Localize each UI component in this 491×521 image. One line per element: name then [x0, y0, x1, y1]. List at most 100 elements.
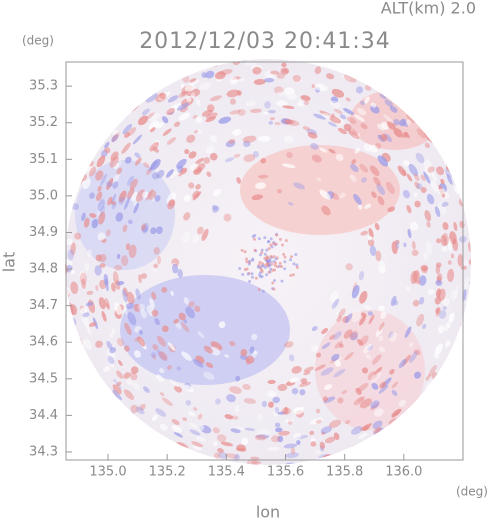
- speckle: [104, 141, 110, 149]
- speckle: [273, 261, 277, 265]
- speckle: [365, 354, 372, 360]
- speckle: [162, 128, 172, 136]
- speckle: [354, 114, 365, 122]
- speckle: [360, 230, 369, 236]
- speckle: [270, 70, 279, 75]
- speckle: [329, 290, 339, 303]
- speckle: [130, 366, 139, 374]
- speckle: [282, 105, 295, 109]
- speckle: [135, 288, 141, 300]
- speckle: [65, 204, 69, 215]
- speckle: [216, 434, 227, 442]
- speckle: [89, 213, 97, 218]
- speckle: [391, 408, 401, 418]
- speckle: [87, 248, 93, 258]
- speckle: [337, 127, 347, 135]
- speckle: [152, 146, 159, 153]
- speckle: [313, 113, 327, 120]
- speckle: [289, 378, 297, 383]
- speckle: [116, 381, 122, 387]
- speckle: [325, 73, 335, 80]
- speckle: [416, 183, 423, 190]
- speckle: [274, 406, 279, 414]
- speckle: [408, 163, 419, 177]
- speckle: [126, 379, 133, 386]
- speckle: [177, 442, 189, 449]
- speckle: [302, 126, 311, 131]
- speckle: [447, 238, 453, 251]
- speckle: [154, 195, 161, 202]
- speckle: [331, 298, 339, 309]
- speckle: [309, 418, 324, 425]
- speckle: [245, 101, 256, 107]
- speckle: [378, 260, 386, 274]
- speckle: [197, 129, 202, 135]
- speckle: [194, 305, 201, 313]
- speckle: [106, 357, 114, 368]
- speckle: [59, 221, 65, 230]
- speckle: [291, 273, 295, 277]
- speckle: [109, 332, 114, 338]
- speckle: [183, 297, 190, 305]
- speckle: [212, 427, 220, 434]
- speckle: [138, 303, 146, 311]
- speckle: [177, 269, 183, 278]
- speckle: [418, 275, 427, 286]
- speckle: [330, 96, 339, 104]
- speckle: [430, 169, 438, 182]
- speckle: [359, 398, 372, 409]
- speckle: [423, 266, 428, 274]
- speckle: [284, 418, 294, 423]
- speckle: [267, 446, 280, 451]
- speckle: [314, 66, 322, 75]
- speckle: [209, 346, 221, 356]
- speckle: [319, 189, 331, 200]
- speckle: [251, 333, 258, 341]
- speckle: [237, 109, 246, 116]
- speckle: [357, 396, 366, 403]
- x-tick-label: 136.0: [385, 465, 422, 480]
- speckle: [260, 264, 264, 268]
- speckle: [183, 319, 188, 324]
- speckle: [421, 266, 426, 273]
- speckle: [336, 316, 342, 323]
- speckle: [464, 277, 469, 290]
- speckle: [178, 168, 188, 177]
- speckle: [398, 399, 406, 407]
- speckle: [335, 153, 344, 162]
- speckle: [315, 408, 321, 414]
- speckle: [89, 192, 95, 199]
- speckle: [264, 77, 275, 83]
- speckle: [118, 190, 127, 203]
- speckle: [277, 383, 288, 392]
- speckle: [285, 119, 300, 126]
- speckle: [185, 399, 192, 406]
- speckle: [58, 245, 64, 257]
- speckle: [112, 129, 118, 136]
- speckle: [343, 123, 352, 132]
- altitude-note: ALT(km) 2.0: [381, 0, 476, 18]
- speckle: [416, 313, 425, 327]
- speckle: [103, 366, 111, 372]
- speckle: [391, 390, 398, 396]
- speckle: [95, 340, 103, 348]
- speckle: [339, 343, 344, 348]
- speckle: [289, 274, 293, 278]
- speckle: [155, 408, 167, 417]
- speckle: [346, 450, 353, 456]
- speckle: [155, 374, 164, 382]
- speckle: [334, 341, 343, 349]
- speckle: [226, 394, 236, 403]
- speckle: [224, 414, 234, 420]
- speckle: [413, 192, 418, 197]
- speckle: [192, 191, 202, 201]
- speckle: [106, 229, 111, 237]
- speckle: [269, 237, 273, 241]
- speckle: [251, 460, 262, 465]
- speckle: [188, 182, 195, 189]
- y-unit: (deg): [22, 34, 54, 48]
- speckle: [84, 262, 90, 272]
- speckle: [447, 268, 455, 282]
- speckle: [283, 255, 287, 259]
- speckle: [230, 98, 236, 105]
